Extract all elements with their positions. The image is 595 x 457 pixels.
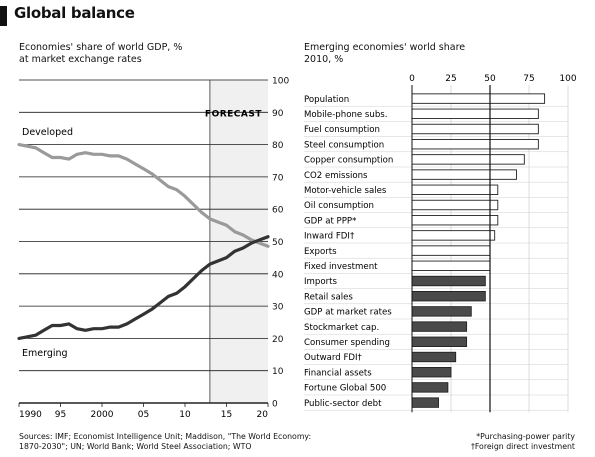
left-chart-subtitle: Economies' share of world GDP, % at mark… [19, 42, 182, 66]
bar-category-label: Fuel consumption [304, 125, 380, 135]
bar-copper-consumption [411, 154, 525, 165]
y-tick-label: 30 [272, 303, 284, 313]
bar-category-label: Public-sector debt [304, 399, 382, 409]
x-tick-label: 100 [559, 74, 576, 84]
bar-fortune-global-500 [411, 382, 449, 393]
bar-co2-emissions [411, 169, 517, 180]
x-tick-label: 75 [523, 74, 534, 84]
forecast-label: FORECAST [205, 109, 262, 119]
bar-mobile-phone-subs [411, 108, 539, 120]
left-footnote-line1: Sources: IMF; Economist Intelligence Uni… [19, 432, 312, 441]
bar-category-label: GDP at market rates [304, 308, 392, 318]
left-chart-subtitle-line1: Economies' share of world GDP, % [19, 42, 183, 53]
x-tick-label: 25 [445, 74, 456, 84]
y-tick-label: 90 [272, 109, 284, 119]
left-chart-footnote: Sources: IMF; Economist Intelligence Uni… [19, 432, 311, 452]
y-tick-label: 50 [272, 238, 284, 248]
bar-outward-fdi [411, 351, 457, 363]
series-label-developed: Developed [22, 127, 73, 138]
bar-category-label: Inward FDI† [304, 232, 355, 242]
x-tick-label: 20 [257, 410, 269, 420]
left-chart-subtitle-line2: at market exchange rates [19, 54, 142, 65]
bar-category-label: CO2 emissions [304, 171, 368, 181]
series-line-developed [17, 143, 270, 248]
bar-inward-fdi [411, 230, 496, 241]
bar-category-label: Population [304, 95, 349, 105]
bar-steel-consumption [411, 138, 539, 150]
bar-fuel-consumption [411, 123, 539, 135]
y-tick-label: 20 [272, 335, 284, 345]
y-tick-label: 70 [272, 173, 284, 183]
y-tick-label: 80 [272, 141, 284, 151]
bar-consumer-spending [411, 336, 468, 347]
bar-category-label: Stockmarket cap. [304, 323, 379, 333]
bar-imports [411, 275, 486, 287]
bar-category-label: Copper consumption [304, 156, 393, 166]
series-line-emerging [17, 235, 270, 340]
bar-oil-consumption [411, 199, 499, 211]
bar-category-label: Mobile-phone subs. [304, 110, 388, 120]
bar-population [411, 93, 546, 104]
bar-gdp-at-ppp [411, 214, 499, 226]
x-tick-label: 2000 [91, 410, 114, 420]
bar-category-label: Steel consumption [304, 140, 384, 150]
bar-category-label: Exports [304, 247, 337, 257]
title-marker [0, 6, 7, 26]
bar-fixed-investment [411, 260, 491, 271]
x-tick-label: 1990 [19, 410, 42, 420]
x-tick-label: 50 [484, 74, 496, 84]
bar-public-sector-debt [411, 397, 439, 408]
x-tick-label: 10 [179, 410, 191, 420]
right-chart-subtitle: Emerging economies' world share 2010, % [304, 42, 465, 66]
right-chart-subtitle-line2: 2010, % [304, 54, 344, 65]
bar-category-label: Motor-vehicle sales [304, 186, 387, 196]
bar-category-label: Retail sales [304, 292, 353, 302]
bar-category-label: Outward FDI† [304, 353, 363, 363]
x-tick-label: 15 [221, 410, 232, 420]
bar-motor-vehicle-sales [411, 184, 499, 196]
left-footnote-line2: 1870-2030"; UN; World Bank; World Steel … [19, 442, 252, 451]
right-chart-footnote: *Purchasing-power parity †Foreign direct… [471, 432, 575, 452]
series-label-emerging: Emerging [22, 348, 68, 359]
x-tick-label: 05 [138, 410, 149, 420]
right-chart-subtitle-line1: Emerging economies' world share [304, 42, 466, 53]
bar-category-label: Fortune Global 500 [304, 384, 386, 394]
y-tick-label: 10 [272, 367, 284, 377]
y-tick-label: 0 [272, 400, 278, 410]
bar-gdp-at-market-rates [411, 306, 472, 317]
x-tick-label: 0 [409, 74, 415, 84]
bar-category-label: Financial assets [304, 368, 372, 378]
y-tick-label: 100 [272, 77, 289, 87]
bar-category-label: Fixed investment [304, 262, 378, 272]
bar-category-label: Imports [304, 277, 338, 287]
bar-exports [411, 245, 491, 256]
right-footnote-line1: *Purchasing-power parity [476, 432, 575, 441]
bar-stockmarket-cap [411, 321, 468, 332]
bar-category-label: Oil consumption [304, 201, 374, 211]
bar-category-label: Consumer spending [304, 338, 390, 348]
bar-category-label: GDP at PPP* [304, 216, 357, 226]
bar-financial-assets [411, 367, 452, 378]
y-tick-label: 60 [272, 206, 284, 216]
y-tick-label: 40 [272, 270, 284, 280]
right-footnote-line2: †Foreign direct investment [470, 442, 575, 451]
x-tick-label: 95 [55, 410, 66, 420]
bar-retail-sales [411, 291, 486, 302]
page-title: Global balance [14, 4, 135, 22]
